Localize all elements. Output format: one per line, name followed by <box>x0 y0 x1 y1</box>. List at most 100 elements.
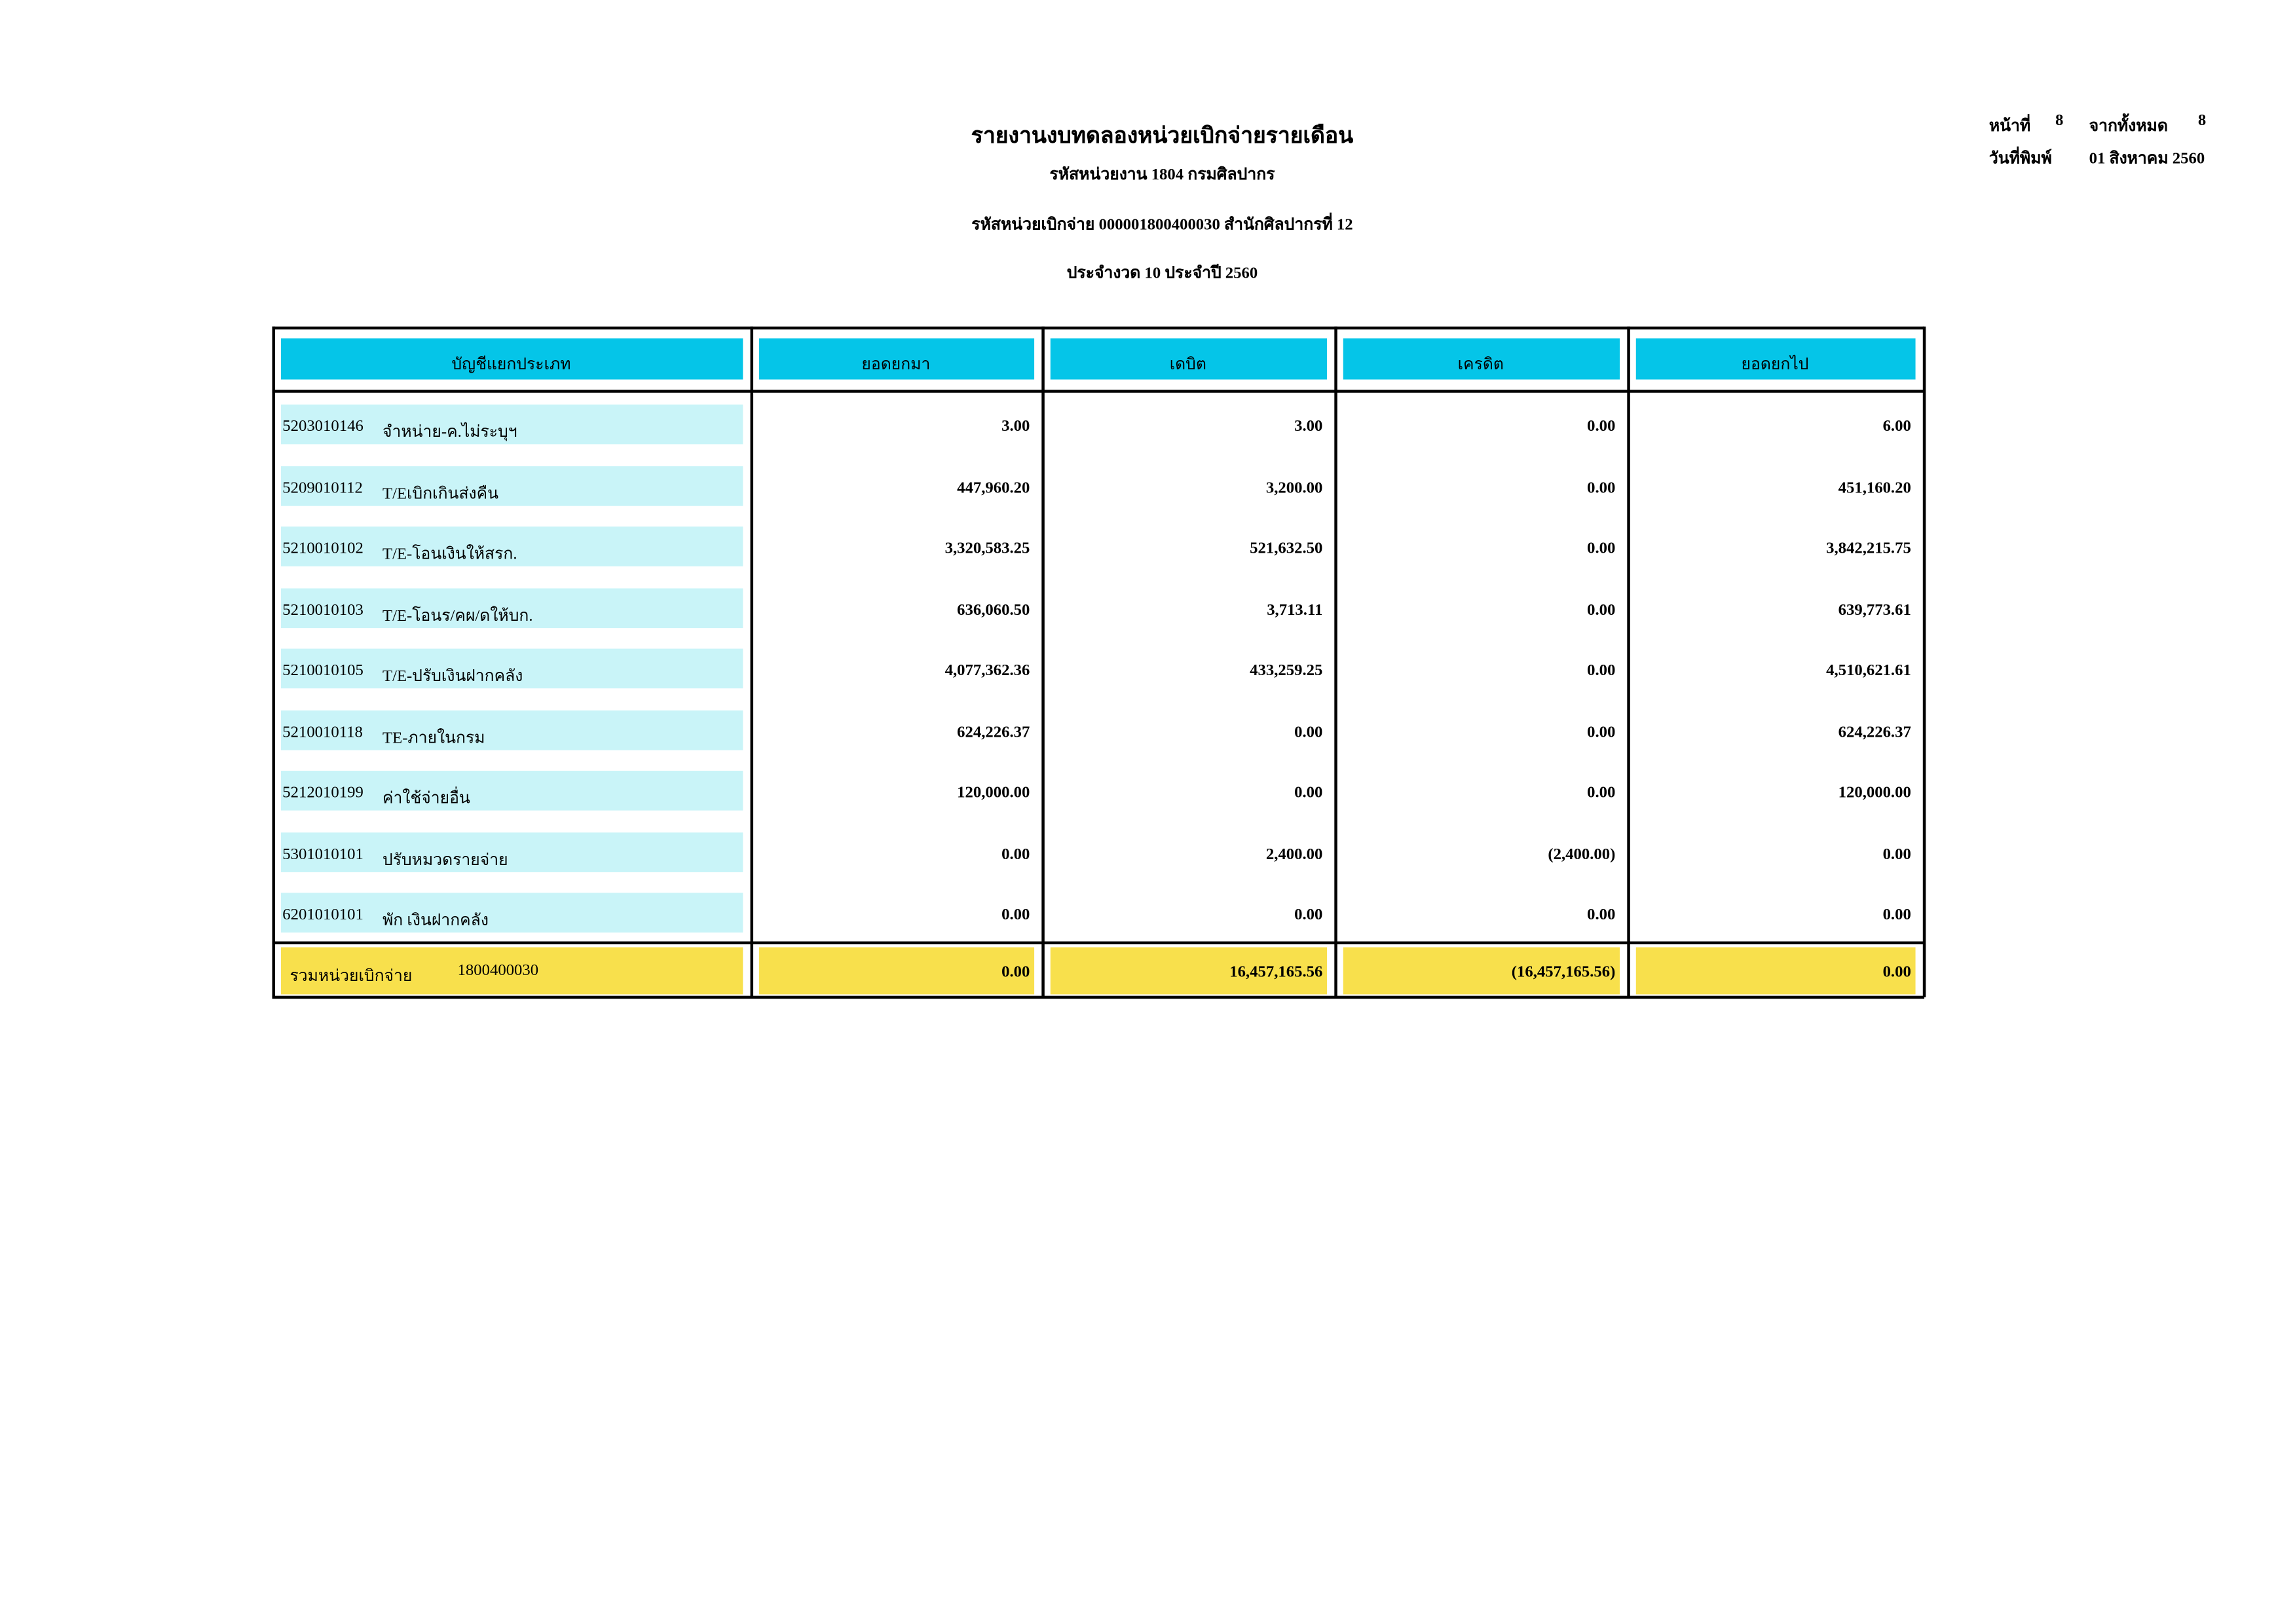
title: รายงานงบทดลองหน่วยเบิกจ่ายรายเดือน <box>971 124 1354 149</box>
column-rule <box>1922 326 1926 997</box>
amount: 120,000.00 <box>1838 784 1911 802</box>
account-name: T/Eเบิกเกินส่งคืน <box>382 485 499 503</box>
amount: 0.00 <box>1294 723 1323 741</box>
amount: 521,632.50 <box>1250 540 1323 558</box>
column-rule <box>272 326 274 997</box>
account-code: 5210010102 <box>282 540 364 558</box>
account-cell-bg <box>281 832 743 872</box>
amount: 3,320,583.25 <box>944 540 1030 558</box>
account-code: 5203010146 <box>282 417 364 435</box>
amount: 624,226.37 <box>957 723 1030 741</box>
total-cell-bg <box>281 947 743 995</box>
amount: 4,510,621.61 <box>1826 661 1911 680</box>
account-name: ค่าใช้จ่ายอื่น <box>382 790 470 808</box>
amount: 0.00 <box>1882 906 1911 924</box>
amount: 0.00 <box>1587 600 1616 619</box>
total-amount: 0.00 <box>1001 963 1030 982</box>
total-label: รวมหน่วยเบิกจ่าย <box>289 967 413 986</box>
account-code: 5301010101 <box>282 845 364 863</box>
account-code: 5210010103 <box>282 600 364 619</box>
amount: 639,773.61 <box>1838 600 1911 619</box>
column-header: เครดิต <box>1457 356 1504 374</box>
column-rule <box>1041 326 1044 997</box>
amount: 0.00 <box>1001 906 1030 924</box>
amount: 3.00 <box>1001 417 1030 435</box>
page-label: หน้าที่ <box>1988 117 2031 136</box>
amount: 433,259.25 <box>1250 661 1323 680</box>
account-name: T/E-ปรับเงินฝากคลัง <box>382 667 523 686</box>
amount: 447,960.20 <box>957 479 1030 497</box>
account-code: 5209010112 <box>282 479 363 497</box>
account-cell-bg <box>281 587 743 628</box>
account-cell-bg <box>281 526 743 566</box>
total-cell-bg <box>1050 947 1328 995</box>
amount: 0.00 <box>1587 540 1616 558</box>
amount: 0.00 <box>1587 479 1616 497</box>
header-cell-bg <box>1050 338 1328 380</box>
disbursing-unit-line: รหัสหน่วยเบิกจ่าย 000001800400030 สำนักศ… <box>971 216 1353 234</box>
page-total: 8 <box>2197 111 2207 130</box>
column-header: ยอดยกไป <box>1741 356 1809 374</box>
unit-line: รหัสหน่วยงาน 1804 กรมศิลปากร <box>1049 166 1275 184</box>
amount: 0.00 <box>1587 661 1616 680</box>
amount: 120,000.00 <box>957 784 1030 802</box>
amount: 4,077,362.36 <box>944 661 1030 680</box>
total-rule <box>272 941 1925 944</box>
account-cell-bg <box>281 709 743 750</box>
total-amount: (16,457,165.56) <box>1511 963 1616 982</box>
total-cell-bg <box>1635 947 1916 995</box>
amount: 2,400.00 <box>1265 845 1323 863</box>
amount: 6.00 <box>1882 417 1911 435</box>
amount: 3,713.11 <box>1267 600 1323 619</box>
period-line: ประจำงวด 10 ประจำปี 2560 <box>1066 265 1258 283</box>
header-cell-bg <box>1635 338 1916 380</box>
account-name: TE-ภายในกรม <box>382 728 485 747</box>
account-cell-bg <box>281 893 743 933</box>
header-cell-bg <box>1343 338 1620 380</box>
header-cell-bg <box>281 338 743 380</box>
column-rule <box>1627 326 1630 997</box>
header-rule <box>272 390 1925 392</box>
amount: 636,060.50 <box>957 600 1030 619</box>
account-name: จำหน่าย-ค.ไม่ระบุฯ <box>382 423 517 441</box>
amount: 3,200.00 <box>1265 479 1323 497</box>
total-cell-bg <box>759 947 1035 995</box>
column-rule <box>1334 326 1337 997</box>
account-cell-bg <box>281 404 743 445</box>
account-name: ปรับหมวดรายจ่าย <box>382 851 508 869</box>
print-date: 01 สิงหาคม 2560 <box>2089 150 2205 168</box>
column-header: บัญชีแยกประเภท <box>451 356 571 374</box>
amount: 451,160.20 <box>1838 479 1911 497</box>
account-code: 5212010199 <box>282 784 364 802</box>
account-name: พัก เงินฝากคลัง <box>382 912 489 930</box>
total-code: 1800400030 <box>457 962 539 980</box>
amount: 0.00 <box>1294 906 1323 924</box>
amount: 0.00 <box>1587 723 1616 741</box>
page-no: 8 <box>2055 111 2064 130</box>
print-date-label: วันที่พิมพ์ <box>1988 150 2052 168</box>
amount: 0.00 <box>1294 784 1323 802</box>
amount: 624,226.37 <box>1838 723 1911 741</box>
amount: (2,400.00) <box>1548 845 1616 863</box>
header-cell-bg <box>759 338 1035 380</box>
total-cell-bg <box>1343 947 1620 995</box>
account-name: T/E-โอนเงินให้สรก. <box>382 545 517 564</box>
amount: 0.00 <box>1587 784 1616 802</box>
amount: 0.00 <box>1001 845 1030 863</box>
amount: 0.00 <box>1587 906 1616 924</box>
column-rule <box>750 326 753 997</box>
account-code: 6201010101 <box>282 906 364 924</box>
amount: 0.00 <box>1587 417 1616 435</box>
column-header: เดบิต <box>1169 356 1206 374</box>
table-border <box>272 995 1925 999</box>
table-border <box>272 326 1925 329</box>
of-label: จากทั้งหมด <box>2089 117 2168 136</box>
account-cell-bg <box>281 465 743 506</box>
account-name: T/E-โอนร/คผ/ดให้บก. <box>382 606 533 625</box>
amount: 3.00 <box>1294 417 1323 435</box>
account-cell-bg <box>281 771 743 811</box>
total-amount: 16,457,165.56 <box>1229 963 1323 982</box>
amount: 3,842,215.75 <box>1826 540 1911 558</box>
